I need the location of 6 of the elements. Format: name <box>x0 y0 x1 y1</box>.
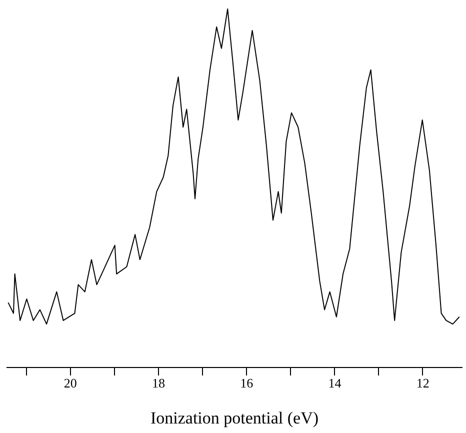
x-tick-label: 18 <box>152 376 165 390</box>
x-tick-label: 20 <box>64 376 77 390</box>
x-tick-label: 16 <box>240 376 254 390</box>
x-tick-label: 14 <box>328 376 342 390</box>
x-tick-label: 12 <box>416 376 430 390</box>
x-axis-title: Ionization potential (eV) <box>150 408 319 428</box>
